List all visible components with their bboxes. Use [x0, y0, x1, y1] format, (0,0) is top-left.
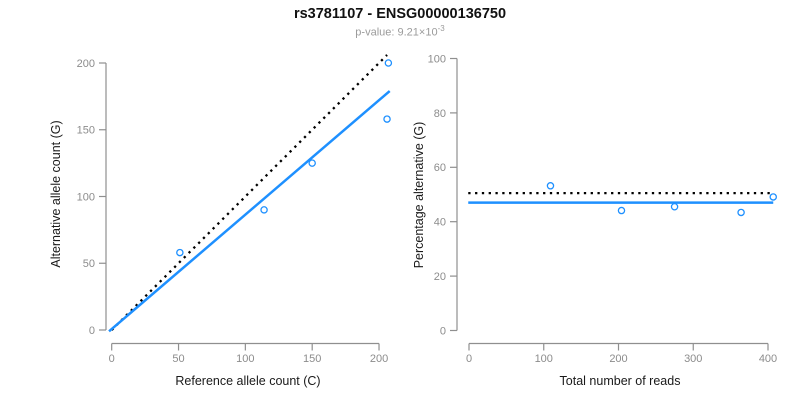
left-y-tick-label: 200 — [77, 58, 95, 70]
right-x-tick-label: 200 — [609, 353, 627, 365]
right-y-axis-title: Percentage alternative (G) — [412, 121, 426, 269]
right-y-tick-label: 100 — [428, 53, 446, 65]
right-x-axis-title: Total number of reads — [559, 374, 681, 388]
left-data-point — [383, 115, 391, 123]
left-y-tick-label: 50 — [83, 258, 95, 270]
left-x-tick-label: 50 — [172, 353, 184, 365]
right-x-tick-label: 100 — [535, 353, 553, 365]
plot-subtitle: p-value: 9.21×10-3 — [0, 24, 800, 39]
right-x-tick-label: 0 — [466, 353, 472, 365]
left-y-tick-label: 0 — [89, 325, 95, 337]
left-x-tick-label: 0 — [109, 353, 115, 365]
right-data-point — [670, 202, 679, 211]
left-x-tick-label: 150 — [303, 353, 321, 365]
left-data-point — [176, 248, 184, 257]
right-y-tick-label: 60 — [434, 162, 446, 174]
right-y-tick-label: 0 — [440, 325, 446, 337]
right-data-point — [617, 206, 626, 215]
left-fitted-line — [108, 90, 391, 333]
right-data-point — [737, 208, 745, 217]
left-data-point — [308, 159, 316, 167]
left-data-point — [260, 206, 268, 214]
left-y-tick-label: 100 — [77, 191, 95, 203]
left-expected-identity-line — [110, 54, 388, 331]
right-y-tick-label: 20 — [434, 271, 446, 283]
left-x-axis-title: Reference allele count (C) — [175, 374, 321, 388]
right-data-point — [546, 182, 555, 190]
plot-title: rs3781107 - ENSG00000136750 — [293, 6, 507, 22]
pvalue-text: p-value: 9.21×10 — [355, 26, 438, 39]
left-data-point — [384, 59, 393, 67]
right-data-point — [769, 193, 777, 201]
left-y-tick-label: 150 — [77, 125, 95, 137]
left-x-tick-label: 100 — [236, 353, 254, 365]
left-y-axis-title: Alternative allele count (G) — [49, 120, 63, 268]
right-y-tick-label: 80 — [434, 108, 446, 120]
left-x-tick-label: 200 — [370, 353, 388, 365]
right-x-tick-label: 300 — [684, 353, 702, 365]
right-y-tick-label: 40 — [434, 217, 446, 229]
pvalue-exponent: -3 — [437, 24, 445, 33]
right-x-tick-label: 400 — [759, 353, 777, 365]
